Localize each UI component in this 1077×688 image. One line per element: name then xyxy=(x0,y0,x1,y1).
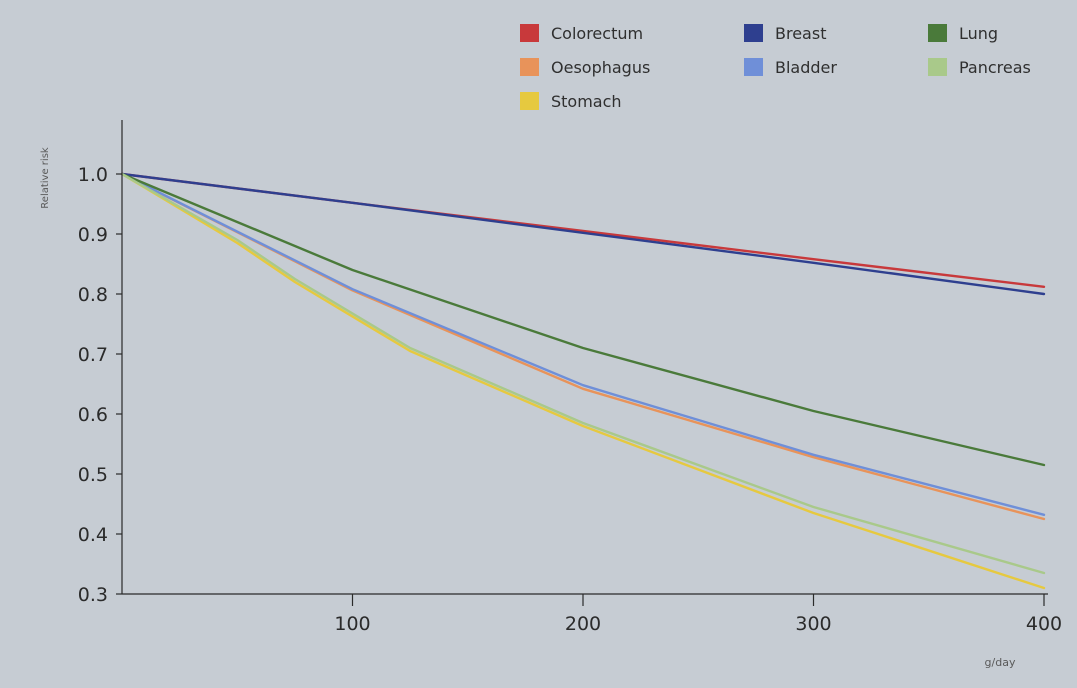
y-axis-label: Relative risk xyxy=(40,147,51,209)
legend-label: Breast xyxy=(775,24,826,43)
legend-label: Bladder xyxy=(775,58,837,77)
x-axis-ticks: 100 200 300 400 xyxy=(334,594,1062,635)
y-tick-label: 1.0 xyxy=(78,164,108,186)
legend-item-breast: Breast xyxy=(744,24,826,43)
legend-label: Colorectum xyxy=(551,24,643,43)
series-lines xyxy=(120,172,1046,590)
legend-swatch xyxy=(520,92,539,110)
legend-item-pancreas: Pancreas xyxy=(928,58,1031,77)
series-line-breast xyxy=(120,172,1046,296)
legend-label: Stomach xyxy=(551,92,622,111)
y-axis-ticks: 0.3 0.4 0.5 0.6 0.7 0.8 0.9 1.0 xyxy=(78,164,122,606)
legend-label: Lung xyxy=(959,24,998,43)
y-tick-label: 0.7 xyxy=(78,344,108,366)
series-line-pancreas xyxy=(120,172,1046,575)
legend-swatch xyxy=(744,58,763,76)
x-tick-label: 400 xyxy=(1026,613,1062,635)
legend-swatch xyxy=(520,24,539,42)
legend-label: Oesophagus xyxy=(551,58,650,77)
legend-item-bladder: Bladder xyxy=(744,58,837,77)
legend-swatch xyxy=(928,24,947,42)
series-line-lung xyxy=(120,172,1046,467)
y-tick-label: 0.6 xyxy=(78,404,108,426)
series-line-stomach xyxy=(120,172,1046,590)
legend-item-lung: Lung xyxy=(928,24,998,43)
y-tick-label: 0.4 xyxy=(78,524,108,546)
y-tick-label: 0.9 xyxy=(78,224,108,246)
x-axis-label: g/day xyxy=(985,656,1016,669)
series-line-bladder xyxy=(120,172,1046,516)
legend-swatch xyxy=(928,58,947,76)
legend-label: Pancreas xyxy=(959,58,1031,77)
legend: Colorectum Oesophagus Stomach Breast Bladder… xyxy=(520,24,1031,111)
legend-swatch xyxy=(520,58,539,76)
y-tick-label: 0.8 xyxy=(78,284,108,306)
y-tick-label: 0.3 xyxy=(78,584,108,606)
legend-item-colorectum: Colorectum xyxy=(520,24,643,43)
legend-swatch xyxy=(744,24,763,42)
y-tick-label: 0.5 xyxy=(78,464,108,486)
x-tick-label: 300 xyxy=(795,613,831,635)
legend-item-oesophagus: Oesophagus xyxy=(520,58,650,77)
x-tick-label: 100 xyxy=(334,613,370,635)
x-tick-label: 200 xyxy=(565,613,601,635)
legend-item-stomach: Stomach xyxy=(520,92,622,111)
